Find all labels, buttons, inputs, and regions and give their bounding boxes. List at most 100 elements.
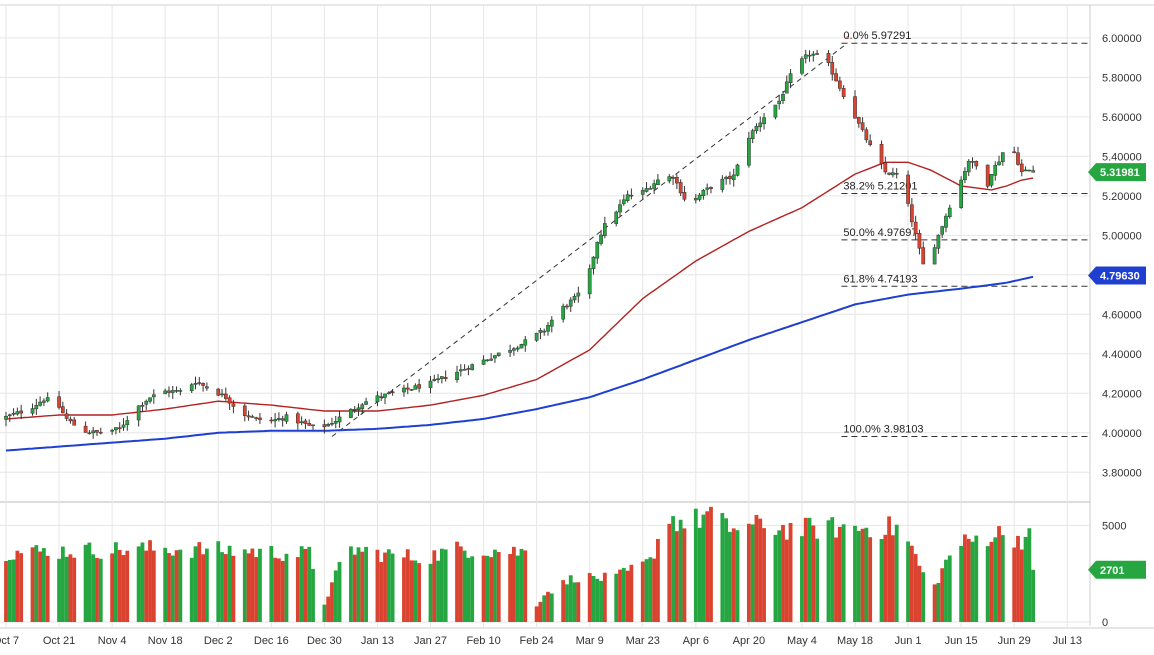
volume-bar[interactable] xyxy=(625,570,630,622)
candle[interactable] xyxy=(906,170,910,207)
volume-bar[interactable] xyxy=(1019,549,1024,622)
volume-bar[interactable] xyxy=(38,551,43,622)
candle[interactable] xyxy=(284,411,289,424)
candle[interactable] xyxy=(534,332,539,342)
volume-bar[interactable] xyxy=(216,541,221,622)
volume-bar[interactable] xyxy=(868,537,873,622)
volume-bar[interactable] xyxy=(140,542,145,622)
volume-bar[interactable] xyxy=(803,517,808,622)
candle[interactable] xyxy=(481,355,486,365)
volume-bar[interactable] xyxy=(614,573,619,622)
candle[interactable] xyxy=(258,413,262,424)
candle[interactable] xyxy=(64,409,69,422)
volume-bar[interactable] xyxy=(546,591,550,622)
candle[interactable] xyxy=(205,382,209,391)
candle[interactable] xyxy=(868,134,873,147)
volume-bar[interactable] xyxy=(781,524,785,622)
candle[interactable] xyxy=(693,193,698,204)
candle[interactable] xyxy=(428,376,433,394)
volume-bar[interactable] xyxy=(728,531,732,622)
candle[interactable] xyxy=(603,216,607,239)
volume-bar[interactable] xyxy=(735,530,740,622)
candle[interactable] xyxy=(508,344,512,357)
volume-bar[interactable] xyxy=(299,546,304,622)
candle[interactable] xyxy=(436,374,440,384)
candle[interactable] xyxy=(1031,165,1035,173)
volume-bar[interactable] xyxy=(891,535,895,622)
volume-bar[interactable] xyxy=(1016,535,1020,622)
candle[interactable] xyxy=(523,336,528,352)
candle[interactable] xyxy=(7,413,12,422)
volume-bar[interactable] xyxy=(417,563,422,622)
volume-bar[interactable] xyxy=(720,513,725,622)
volume-bar[interactable] xyxy=(534,606,539,622)
volume-bar[interactable] xyxy=(136,546,141,622)
candle[interactable] xyxy=(98,427,103,435)
volume-bar[interactable] xyxy=(936,582,941,622)
candle[interactable] xyxy=(595,241,600,264)
candle[interactable] xyxy=(19,404,24,419)
candle[interactable] xyxy=(466,365,471,376)
volume-bar[interactable] xyxy=(11,559,16,622)
volume-bar[interactable] xyxy=(360,551,365,622)
candle[interactable] xyxy=(360,402,365,415)
candle[interactable] xyxy=(242,403,247,422)
candle[interactable] xyxy=(758,116,763,132)
volume-bar[interactable] xyxy=(944,559,948,622)
candle[interactable] xyxy=(538,327,543,340)
candle[interactable] xyxy=(1016,146,1020,166)
candle[interactable] xyxy=(15,407,20,416)
volume-bar[interactable] xyxy=(856,530,861,622)
volume-bar[interactable] xyxy=(167,553,171,622)
volume-bar[interactable] xyxy=(678,519,683,622)
candle[interactable] xyxy=(114,427,118,435)
volume-bar[interactable] xyxy=(307,546,312,622)
volume-bar[interactable] xyxy=(201,554,205,622)
candle[interactable] xyxy=(936,234,941,254)
volume-bar[interactable] xyxy=(125,550,130,622)
candle[interactable] xyxy=(311,424,315,430)
candle[interactable] xyxy=(42,398,46,406)
volume-bar[interactable] xyxy=(853,525,857,622)
volume-bar[interactable] xyxy=(197,542,202,622)
candle[interactable] xyxy=(432,374,437,382)
candle[interactable] xyxy=(709,186,713,194)
volume-bar[interactable] xyxy=(754,514,759,622)
candle[interactable] xyxy=(970,157,975,169)
volume-bar[interactable] xyxy=(523,550,528,622)
candle[interactable] xyxy=(45,392,50,403)
candle[interactable] xyxy=(621,194,626,206)
volume-bar[interactable] xyxy=(178,549,183,622)
volume-bar[interactable] xyxy=(481,555,486,622)
candle[interactable] xyxy=(576,286,581,303)
candle[interactable] xyxy=(697,192,702,202)
candle[interactable] xyxy=(591,256,596,275)
volume-bar[interactable] xyxy=(189,557,194,622)
candle[interactable] xyxy=(144,399,149,410)
volume-bar[interactable] xyxy=(170,555,175,622)
candle[interactable] xyxy=(856,116,861,128)
volume-bar[interactable] xyxy=(917,565,922,622)
candle[interactable] xyxy=(985,164,990,189)
candle[interactable] xyxy=(11,408,16,417)
volume-bar[interactable] xyxy=(834,537,838,622)
volume-bar[interactable] xyxy=(375,549,380,622)
candle[interactable] xyxy=(30,403,35,416)
candle[interactable] xyxy=(701,188,706,200)
candle[interactable] xyxy=(197,377,202,386)
volume-bar[interactable] xyxy=(932,584,937,622)
candle[interactable] xyxy=(599,229,603,246)
volume-bar[interactable] xyxy=(621,567,626,622)
volume-bar[interactable] xyxy=(405,549,410,622)
candle[interactable] xyxy=(57,390,61,410)
volume-bar[interactable] xyxy=(887,516,892,622)
volume-bar[interactable] xyxy=(959,545,964,622)
candle[interactable] xyxy=(390,388,395,396)
volume-bar[interactable] xyxy=(921,572,926,622)
volume-bar[interactable] xyxy=(15,550,20,622)
candle[interactable] xyxy=(947,204,952,219)
volume-bar[interactable] xyxy=(762,528,766,622)
candle[interactable] xyxy=(989,174,994,188)
volume-bar[interactable] xyxy=(674,531,679,622)
candle[interactable] xyxy=(273,413,277,428)
